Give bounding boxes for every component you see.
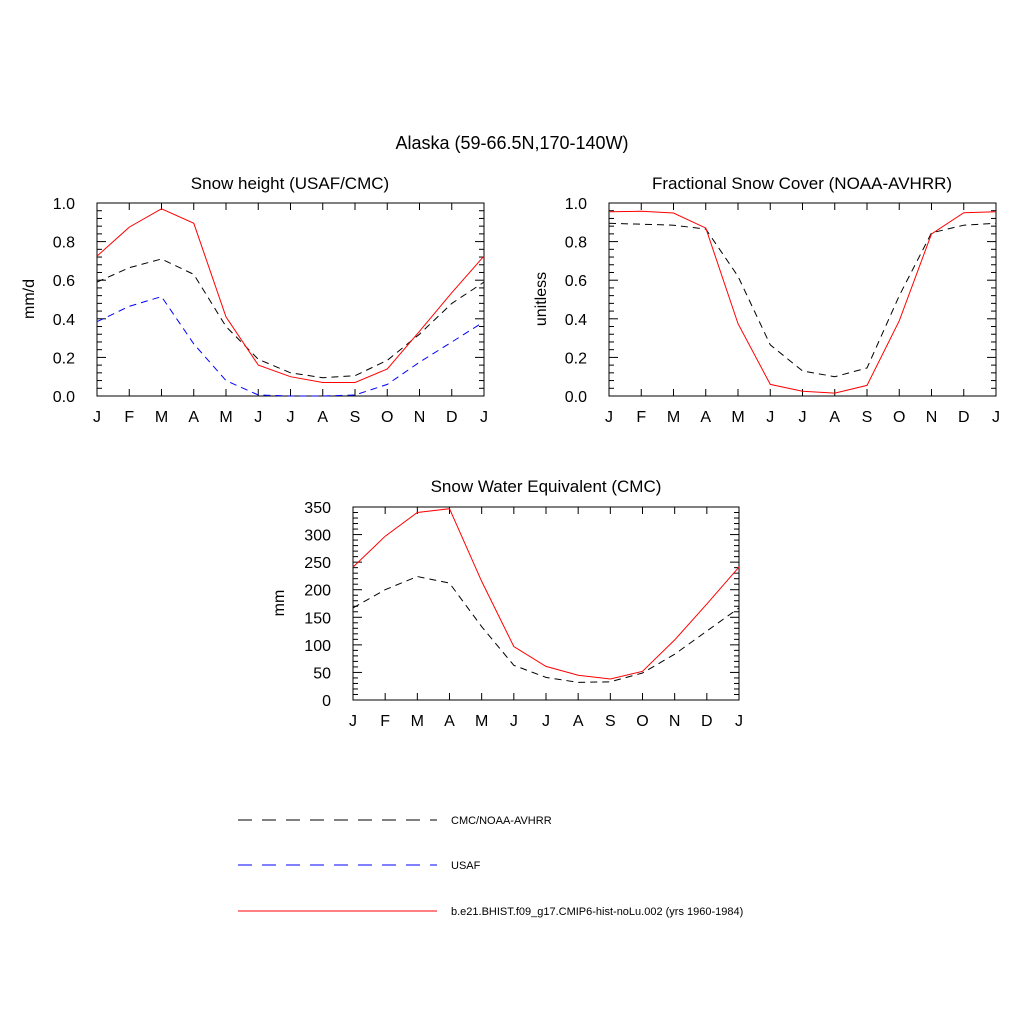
- y-tick-label: 50: [313, 665, 331, 682]
- x-tick-label: A: [444, 713, 455, 730]
- y-tick-label: 0.2: [565, 350, 587, 367]
- legend-label: CMC/NOAA-AVHRR: [451, 815, 552, 827]
- plot-frame: [608, 202, 997, 397]
- series-line-cmc-noaa-avhrr: [608, 222, 997, 378]
- x-tick-label: M: [667, 409, 680, 426]
- x-tick-label: M: [411, 713, 424, 730]
- series-line-b-e21-bhist-f09-g17-cmip6-hist-nolu-002-yrs-1960-1984: [608, 210, 997, 394]
- series-line-cmc-noaa-avhrr: [96, 258, 485, 379]
- x-tick-label: N: [926, 409, 938, 426]
- panel-title: Snow height (USAF/CMC): [191, 174, 389, 193]
- x-tick-label: N: [669, 713, 681, 730]
- x-tick-label: J: [287, 409, 295, 426]
- x-tick-label: S: [862, 409, 873, 426]
- x-tick-label: J: [510, 713, 518, 730]
- x-tick-label: O: [381, 409, 393, 426]
- plot-frame: [352, 506, 740, 701]
- x-tick-label: J: [93, 409, 101, 426]
- y-tick-label: 1.0: [565, 196, 587, 213]
- series-line-usaf: [96, 296, 485, 397]
- x-tick-label: M: [219, 409, 232, 426]
- x-tick-label: J: [735, 713, 743, 730]
- x-tick-label: J: [766, 409, 774, 426]
- y-tick-label: 0.8: [53, 235, 75, 252]
- figure-title: Alaska (59-66.5N,170-140W): [395, 133, 628, 153]
- legend: CMC/NOAA-AVHRR USAF b.e21.BHIST.f09_g17.…: [238, 815, 743, 918]
- series-line-cmc-noaa-avhrr: [352, 575, 740, 683]
- series-line-b-e21-bhist-f09-g17-cmip6-hist-nolu-002-yrs-1960-1984: [96, 208, 485, 383]
- panel-fractional-snow-cover: Fractional Snow Cover (NOAA-AVHRR) unitl…: [533, 174, 1000, 426]
- y-tick-label: 100: [304, 638, 331, 655]
- plot-frame: [96, 202, 485, 397]
- y-tick-label: 0.0: [565, 389, 587, 406]
- x-tick-label: F: [124, 409, 134, 426]
- y-axis-label: unitless: [533, 272, 550, 326]
- legend-label: USAF: [451, 860, 481, 872]
- x-tick-label: D: [958, 409, 970, 426]
- x-tick-label: A: [829, 409, 840, 426]
- y-tick-label: 150: [304, 610, 331, 627]
- x-tick-label: J: [799, 409, 807, 426]
- panel-title: Snow Water Equivalent (CMC): [431, 477, 662, 496]
- legend-entry: b.e21.BHIST.f09_g17.CMIP6-hist-noLu.002 …: [238, 906, 743, 918]
- y-tick-label: 0.2: [53, 350, 75, 367]
- panel-snow-water-equivalent: Snow Water Equivalent (CMC) mm J F M A M J J A S…: [271, 477, 743, 730]
- x-tick-label: M: [155, 409, 168, 426]
- y-axis-label: mm: [271, 590, 288, 617]
- y-tick-label: 300: [304, 528, 331, 545]
- x-tick-label: M: [475, 713, 488, 730]
- y-tick-label: 0.6: [565, 273, 587, 290]
- y-tick-label: 0.4: [565, 312, 587, 329]
- panel-title: Fractional Snow Cover (NOAA-AVHRR): [652, 174, 952, 193]
- y-tick-label: 200: [304, 583, 331, 600]
- y-tick-label: 0.0: [53, 389, 75, 406]
- y-tick-label: 1.0: [53, 196, 75, 213]
- legend-entry: CMC/NOAA-AVHRR: [238, 815, 552, 827]
- x-tick-label: O: [893, 409, 905, 426]
- x-tick-label: J: [542, 713, 550, 730]
- x-tick-label: M: [731, 409, 744, 426]
- y-tick-label: 0.6: [53, 273, 75, 290]
- y-tick-label: 0.4: [53, 312, 75, 329]
- x-tick-label: J: [254, 409, 262, 426]
- x-tick-label: J: [349, 713, 357, 730]
- y-tick-label: 350: [304, 500, 331, 517]
- y-axis-label: mm/d: [21, 279, 38, 319]
- x-tick-label: J: [480, 409, 488, 426]
- x-tick-label: N: [414, 409, 426, 426]
- y-tick-label: 0.8: [565, 235, 587, 252]
- legend-label: b.e21.BHIST.f09_g17.CMIP6-hist-noLu.002 …: [451, 906, 743, 918]
- x-tick-label: S: [605, 713, 616, 730]
- legend-entry: USAF: [238, 860, 481, 872]
- x-tick-label: J: [992, 409, 1000, 426]
- x-tick-label: J: [605, 409, 613, 426]
- y-tick-label: 0: [322, 693, 331, 710]
- x-tick-label: F: [380, 713, 390, 730]
- x-tick-label: O: [636, 713, 648, 730]
- x-tick-label: D: [701, 713, 713, 730]
- x-tick-label: A: [573, 713, 584, 730]
- x-tick-label: S: [350, 409, 361, 426]
- panel-snow-height: Snow height (USAF/CMC) mm/d J F M A M J J A S O N D…: [21, 174, 488, 426]
- series-line-b-e21-bhist-f09-g17-cmip6-hist-nolu-002-yrs-1960-1984: [352, 508, 740, 680]
- y-tick-label: 250: [304, 555, 331, 572]
- x-tick-label: A: [188, 409, 199, 426]
- x-tick-label: A: [317, 409, 328, 426]
- x-tick-label: A: [700, 409, 711, 426]
- x-tick-label: D: [446, 409, 458, 426]
- x-tick-label: F: [636, 409, 646, 426]
